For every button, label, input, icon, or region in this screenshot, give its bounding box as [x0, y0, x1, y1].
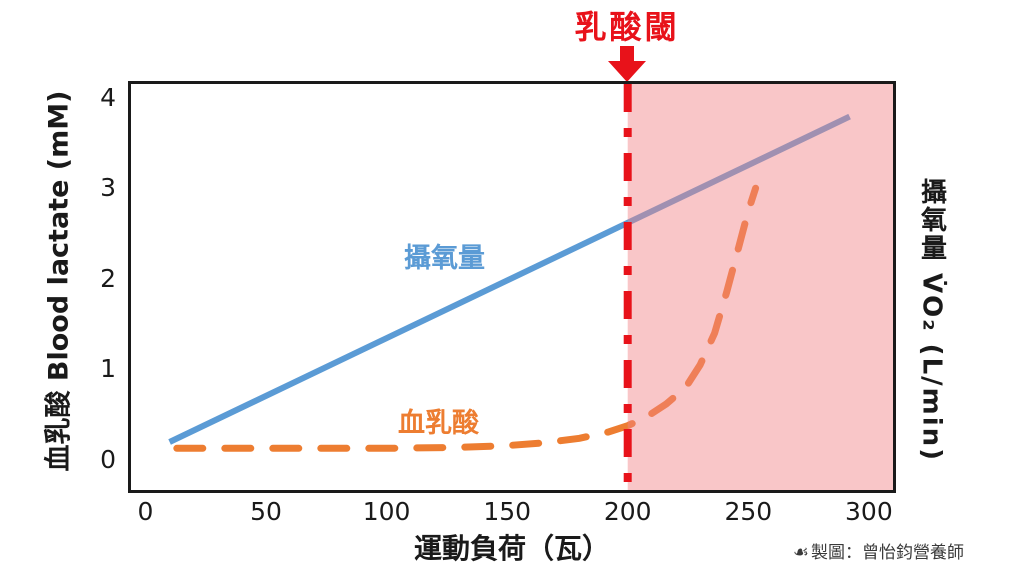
x-tick-label: 100: [362, 497, 411, 526]
x-tick-label: 0: [137, 497, 154, 526]
y-right-axis-label: 攝氧量 V̇O₂ (L/min): [916, 177, 947, 463]
down-arrow-icon: [608, 46, 646, 82]
y-tick-label: 0: [100, 445, 116, 475]
plot-area: [128, 81, 896, 493]
chart-title: 乳酸閾: [574, 8, 680, 46]
y-tick-label: 3: [100, 173, 116, 203]
x-axis-label: 運動負荷（瓦）: [413, 532, 611, 565]
x-tick-label: 300: [845, 497, 893, 526]
florette-icon: ☙: [792, 542, 809, 563]
y-tick-label: 2: [100, 263, 116, 293]
x-tick-label: 200: [603, 497, 652, 526]
x-tick-label: 150: [483, 497, 532, 526]
lactate-curve: [173, 184, 760, 452]
y-tick-label: 4: [100, 82, 116, 112]
x-tick-label: 250: [724, 497, 773, 526]
attribution: ☙ 製圖：曾怡鈞營養師: [793, 538, 964, 563]
vo2-series-label: 攝氧量: [404, 243, 485, 274]
plot-canvas: [168, 84, 893, 490]
x-tick-label: 50: [250, 497, 282, 526]
lactate-series-label: 血乳酸: [398, 408, 479, 439]
vo2-line: [168, 113, 851, 445]
y-tick-label: 1: [100, 354, 116, 384]
attribution-text: 製圖：曾怡鈞營養師: [811, 543, 964, 563]
y-left-axis-label: 血乳酸 Blood lactate (mM): [43, 90, 75, 472]
threshold-region: [627, 84, 893, 490]
